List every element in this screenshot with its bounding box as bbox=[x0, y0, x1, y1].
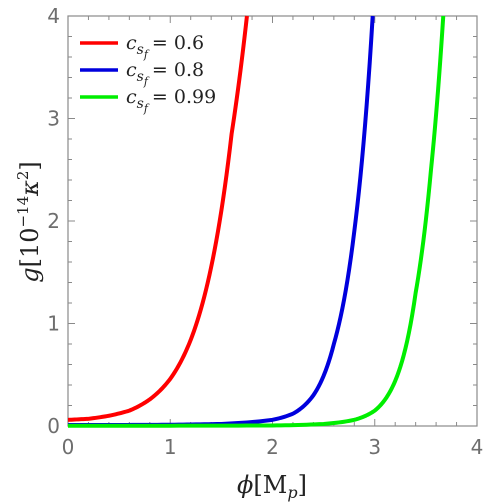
series-line-1 bbox=[67, 15, 249, 422]
legend-label: csf= 0.6 bbox=[126, 32, 204, 61]
legend-label: csf= 0.99 bbox=[126, 86, 216, 115]
x-tick-label: 3 bbox=[368, 435, 381, 459]
legend-subsub: f bbox=[143, 75, 150, 88]
legend-symbol: c bbox=[126, 59, 137, 81]
legend-sub: s bbox=[137, 96, 144, 112]
legend-sub: s bbox=[137, 69, 144, 85]
legend-sub: s bbox=[137, 42, 144, 58]
legend-symbol: c bbox=[126, 32, 137, 54]
y-axis-kappa: κ bbox=[16, 180, 44, 197]
legend-subsub: f bbox=[143, 48, 150, 61]
series-lines bbox=[67, 15, 446, 428]
x-tick-label: 2 bbox=[266, 435, 279, 459]
legend-label: csf= 0.8 bbox=[126, 59, 204, 88]
y-tick-label: 4 bbox=[47, 4, 60, 28]
series-line-3 bbox=[68, 15, 446, 428]
legend-subsub: f bbox=[143, 102, 150, 115]
x-axis-unit: [M bbox=[253, 471, 287, 499]
y-axis-symbol: g bbox=[16, 267, 44, 282]
x-axis-unit-sub: p bbox=[287, 483, 297, 502]
y-tick-label: 0 bbox=[47, 414, 60, 438]
y-tick-label: 1 bbox=[47, 312, 60, 336]
tick-labels: 0 1 2 3 4 0 1 2 3 4 bbox=[47, 4, 483, 459]
y-tick-label: 3 bbox=[47, 107, 60, 131]
y-axis-title: g[10−14κ2] bbox=[14, 161, 44, 283]
legend-value: = 0.6 bbox=[152, 32, 204, 54]
x-axis-symbol: ϕ bbox=[237, 471, 253, 499]
legend-value: = 0.99 bbox=[152, 86, 216, 108]
y-axis-unit: [10 bbox=[16, 228, 44, 268]
y-axis-kappa-exp: 2 bbox=[14, 171, 32, 181]
y-axis-close: ] bbox=[16, 161, 44, 170]
x-tick-label: 4 bbox=[471, 435, 484, 459]
y-tick-label: 2 bbox=[47, 209, 60, 233]
x-tick-label: 0 bbox=[62, 435, 75, 459]
x-tick-label: 1 bbox=[164, 435, 177, 459]
x-axis-title: ϕ[Mp] bbox=[237, 471, 307, 502]
axis-ticks bbox=[67, 15, 478, 427]
legend-symbol: c bbox=[126, 86, 137, 108]
x-axis-close: ] bbox=[298, 471, 307, 499]
legend-value: = 0.8 bbox=[152, 59, 204, 81]
y-axis-exp: −14 bbox=[14, 196, 32, 228]
